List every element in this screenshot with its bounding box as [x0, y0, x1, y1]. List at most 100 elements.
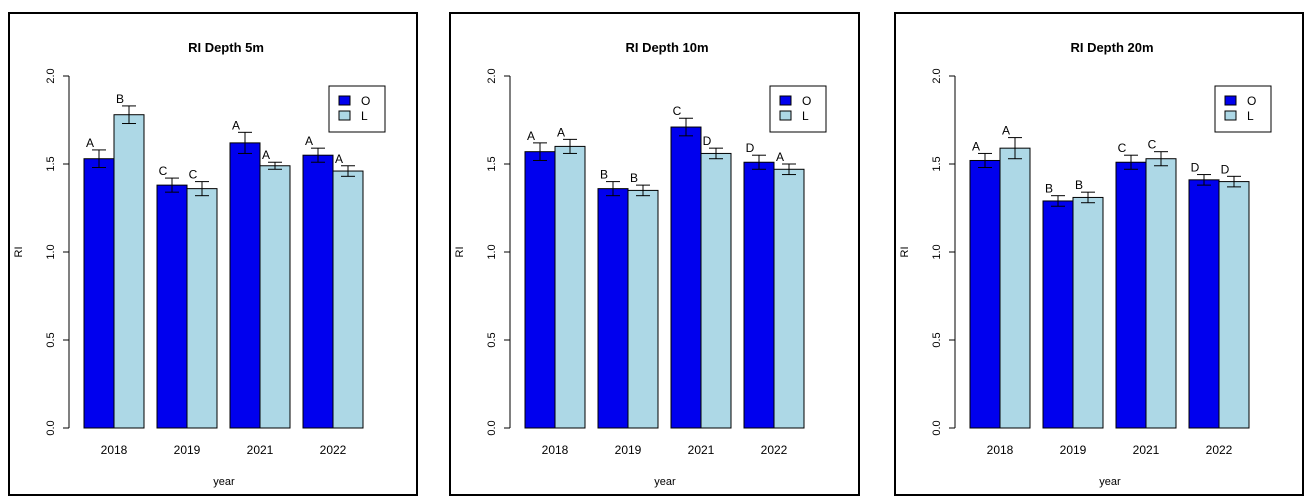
- legend-label-L: L: [802, 109, 809, 123]
- legend-swatch-L: [338, 110, 351, 121]
- x-axis-label: year: [213, 476, 235, 488]
- significance-letter: B: [1045, 182, 1053, 196]
- chart-title: RI Depth 20m: [1070, 40, 1153, 55]
- chart-svg: RI Depth 10m 0.0 0.5 1.0 1.5 2.0 RI A A 2018 B B 201…: [454, 40, 827, 488]
- legend-swatch-L: [779, 110, 792, 121]
- x-tick-label: 2021: [1133, 443, 1160, 457]
- y-tick-label: 0.0: [931, 420, 943, 435]
- bar-O-2022: [743, 161, 775, 429]
- x-tick-label: 2019: [174, 443, 201, 457]
- chart-title: RI Depth 5m: [188, 40, 264, 55]
- y-tick-label: 0.5: [486, 332, 498, 347]
- bar-O-2022: [302, 154, 334, 429]
- chart-panel-depth-20m: RI Depth 20m 0.0 0.5 1.0 1.5 2.0 RI A A 2018 B B 201…: [894, 12, 1304, 496]
- bar-O-2019: [1042, 200, 1074, 429]
- legend-box: [328, 85, 386, 133]
- x-tick-label: 2018: [101, 443, 128, 457]
- chart-title: RI Depth 10m: [625, 40, 708, 55]
- y-tick-label: 1.5: [931, 156, 943, 171]
- y-tick-label: 1.0: [486, 244, 498, 259]
- bar-L-2022: [332, 170, 364, 429]
- x-tick-label: 2018: [987, 443, 1014, 457]
- x-tick-label: 2019: [1060, 443, 1087, 457]
- significance-letter: C: [1118, 141, 1127, 155]
- y-tick-label: 2.0: [931, 68, 943, 83]
- x-tick-label: 2022: [320, 443, 347, 457]
- significance-letter: D: [1191, 161, 1200, 175]
- chart-panel-depth-10m: RI Depth 10m 0.0 0.5 1.0 1.5 2.0 RI A A 2018 B B 201…: [449, 12, 860, 496]
- significance-letter: A: [557, 125, 565, 139]
- bar-L-2019: [186, 188, 218, 429]
- significance-letter: B: [116, 92, 124, 106]
- bar-L-2022: [1218, 181, 1250, 429]
- significance-letter: C: [159, 164, 168, 178]
- bar-L-2019: [1072, 196, 1104, 429]
- legend-label-L: L: [1247, 109, 1254, 123]
- y-tick-label: 1.5: [486, 156, 498, 171]
- significance-letter: A: [335, 152, 343, 166]
- x-tick-label: 2018: [542, 443, 569, 457]
- bar-L-2019: [627, 189, 659, 429]
- chart-panel-depth-5m: RI Depth 5m 0.0 0.5 1.0 1.5 2.0 RI A B 2018 C C 2019…: [8, 12, 418, 496]
- bar-O-2018: [524, 151, 556, 429]
- x-axis-label: year: [654, 476, 676, 488]
- significance-letter: D: [746, 141, 755, 155]
- legend-label-O: O: [1247, 94, 1256, 108]
- bar-L-2021: [259, 165, 291, 429]
- y-tick-label: 0.0: [486, 420, 498, 435]
- y-axis-label: RI: [899, 247, 911, 258]
- significance-letter: A: [305, 134, 313, 148]
- y-tick-label: 0.5: [45, 332, 57, 347]
- y-axis-label: RI: [13, 247, 25, 258]
- significance-letter: A: [972, 139, 980, 153]
- bar-O-2021: [670, 126, 702, 429]
- x-tick-label: 2022: [1206, 443, 1233, 457]
- chart-svg: RI Depth 20m 0.0 0.5 1.0 1.5 2.0 RI A A 2018 B B 201…: [899, 40, 1272, 488]
- legend-swatch-O: [1224, 95, 1237, 106]
- x-tick-label: 2022: [761, 443, 788, 457]
- y-tick-label: 1.0: [931, 244, 943, 259]
- bar-O-2019: [597, 188, 629, 429]
- significance-letter: A: [1002, 124, 1010, 138]
- significance-letter: B: [1075, 178, 1083, 192]
- legend-swatch-O: [779, 95, 792, 106]
- bar-O-2019: [156, 184, 188, 429]
- bar-L-2021: [1145, 158, 1177, 429]
- significance-letter: D: [703, 134, 712, 148]
- y-tick-label: 2.0: [486, 68, 498, 83]
- significance-letter: A: [527, 129, 535, 143]
- bar-O-2021: [229, 142, 261, 429]
- significance-letter: A: [86, 136, 94, 150]
- bar-O-2021: [1115, 161, 1147, 429]
- bar-O-2018: [83, 158, 115, 429]
- x-tick-label: 2019: [615, 443, 642, 457]
- legend-label-O: O: [361, 94, 370, 108]
- significance-letter: A: [776, 150, 784, 164]
- legend-swatch-L: [1224, 110, 1237, 121]
- bar-L-2018: [999, 147, 1031, 429]
- y-tick-label: 0.5: [931, 332, 943, 347]
- significance-letter: C: [189, 168, 198, 182]
- legend-swatch-O: [338, 95, 351, 106]
- y-tick-label: 1.5: [45, 156, 57, 171]
- y-tick-label: 2.0: [45, 68, 57, 83]
- legend-label-O: O: [802, 94, 811, 108]
- bar-L-2018: [113, 114, 145, 429]
- x-tick-label: 2021: [688, 443, 715, 457]
- legend-label-L: L: [361, 109, 368, 123]
- significance-letter: D: [1221, 162, 1230, 176]
- x-tick-label: 2021: [247, 443, 274, 457]
- bar-L-2021: [700, 152, 732, 429]
- bar-O-2018: [969, 159, 1001, 429]
- chart-svg: RI Depth 5m 0.0 0.5 1.0 1.5 2.0 RI A B 2018 C C 2019…: [13, 40, 386, 488]
- bar-O-2022: [1188, 179, 1220, 429]
- significance-letter: B: [600, 168, 608, 182]
- significance-letter: A: [262, 148, 270, 162]
- y-axis-label: RI: [454, 247, 466, 258]
- significance-letter: C: [1148, 138, 1157, 152]
- x-axis-label: year: [1099, 476, 1121, 488]
- bar-L-2018: [554, 145, 586, 429]
- bar-L-2022: [773, 168, 805, 429]
- y-tick-label: 1.0: [45, 244, 57, 259]
- legend-box: [1214, 85, 1272, 133]
